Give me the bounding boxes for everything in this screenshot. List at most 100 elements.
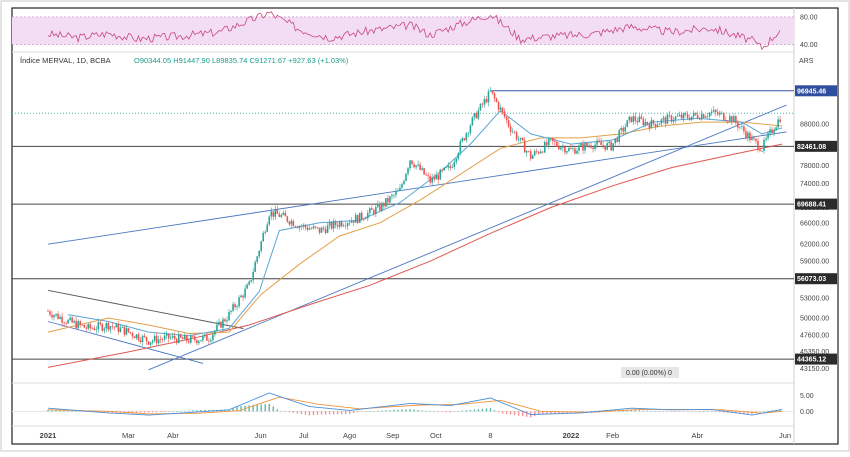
macd-histogram-bar bbox=[686, 411, 689, 412]
candle-body bbox=[676, 116, 679, 117]
candle-body bbox=[628, 116, 631, 121]
candle-body bbox=[330, 222, 333, 229]
macd-histogram-bar bbox=[509, 411, 512, 415]
candle-body bbox=[765, 138, 767, 140]
macd-histogram-bar bbox=[75, 411, 77, 412]
candle-body bbox=[254, 262, 256, 272]
candle-body bbox=[232, 304, 234, 311]
candle-body bbox=[371, 208, 373, 210]
macd-histogram-bar bbox=[353, 411, 355, 414]
candle-body bbox=[469, 125, 472, 133]
macd-histogram-bar bbox=[196, 410, 198, 412]
macd-histogram-bar bbox=[373, 411, 375, 412]
macd-histogram-bar bbox=[103, 411, 106, 413]
price-tick-label: 50000.00 bbox=[800, 316, 829, 323]
candle-body bbox=[461, 138, 464, 142]
macd-histogram-bar bbox=[188, 410, 190, 412]
macd-histogram-bar bbox=[405, 409, 407, 412]
candle-body bbox=[433, 177, 435, 180]
candle-body bbox=[244, 288, 246, 298]
candle-body bbox=[312, 226, 315, 229]
candle-body bbox=[362, 219, 365, 220]
candle-body bbox=[165, 333, 168, 336]
candle-body bbox=[290, 220, 293, 225]
candle-body bbox=[395, 191, 397, 195]
time-tick-label: 2022 bbox=[563, 431, 580, 440]
candle-body bbox=[622, 128, 625, 132]
candle-body bbox=[332, 221, 335, 229]
candle-body bbox=[749, 132, 751, 141]
macd-histogram-bar bbox=[252, 405, 254, 412]
candles-group bbox=[47, 86, 781, 348]
candle-body bbox=[258, 250, 260, 257]
candle-body bbox=[560, 147, 562, 150]
candle-body bbox=[192, 335, 194, 337]
candle-body bbox=[397, 190, 399, 192]
macd-histogram-bar bbox=[147, 411, 150, 413]
candle-body bbox=[718, 112, 721, 115]
macd-histogram-bar bbox=[658, 411, 661, 412]
macd-histogram-bar bbox=[719, 411, 721, 413]
candle-body bbox=[604, 145, 606, 150]
candle-body bbox=[431, 177, 433, 183]
candle-body bbox=[672, 120, 675, 122]
candle-body bbox=[614, 138, 616, 144]
candle-body bbox=[292, 220, 295, 227]
candle-body bbox=[485, 99, 488, 103]
candle-body bbox=[214, 330, 216, 335]
candle-body bbox=[216, 324, 218, 331]
macd-histogram-bar bbox=[204, 409, 206, 412]
currency-label: ARS bbox=[799, 58, 814, 65]
candle-body bbox=[779, 119, 781, 123]
macd-histogram-bar bbox=[707, 411, 709, 412]
macd-histogram-bar bbox=[260, 404, 262, 412]
macd-histogram-bar bbox=[711, 411, 713, 412]
candle-body bbox=[471, 117, 474, 126]
macd-histogram-bar bbox=[143, 411, 146, 413]
candle-body bbox=[282, 212, 285, 215]
price-tick-label: 45350.00 bbox=[800, 349, 829, 356]
time-tick-label: Jun bbox=[779, 431, 791, 440]
candle-body bbox=[624, 127, 627, 132]
candle-body bbox=[519, 137, 522, 140]
macd-histogram-bar bbox=[320, 411, 323, 415]
macd-histogram-bar bbox=[747, 411, 749, 414]
candle-body bbox=[240, 295, 242, 298]
candle-body bbox=[89, 324, 92, 329]
candle-body bbox=[125, 328, 128, 335]
macd-histogram-bar bbox=[268, 403, 270, 412]
candle-body bbox=[546, 141, 548, 146]
candle-body bbox=[539, 151, 542, 154]
candle-body bbox=[733, 116, 735, 122]
candle-body bbox=[427, 175, 429, 177]
candle-body bbox=[65, 323, 67, 324]
candle-body bbox=[517, 139, 520, 141]
macd-histogram-bar bbox=[401, 409, 403, 412]
candle-body bbox=[714, 109, 717, 113]
candle-body bbox=[47, 311, 49, 312]
candle-body bbox=[652, 120, 655, 124]
candle-body bbox=[342, 225, 345, 227]
candle-body bbox=[525, 151, 528, 153]
candle-body bbox=[694, 112, 697, 115]
candle-body bbox=[350, 220, 353, 223]
candle-body bbox=[423, 168, 425, 175]
macd-histogram-bar bbox=[562, 411, 564, 414]
macd-histogram-bar bbox=[357, 411, 359, 413]
macd-histogram-bar bbox=[328, 411, 331, 415]
candle-body bbox=[702, 114, 705, 118]
candle-body bbox=[266, 224, 269, 232]
candle-body bbox=[537, 151, 540, 154]
candle-body bbox=[354, 215, 357, 223]
macd-histogram-bar bbox=[650, 410, 653, 412]
macd-histogram-bar bbox=[280, 410, 283, 412]
candle-body bbox=[194, 336, 196, 341]
macd-histogram-bar bbox=[272, 406, 274, 412]
candle-body bbox=[190, 335, 192, 343]
candle-body bbox=[147, 341, 150, 345]
candle-body bbox=[753, 137, 755, 139]
candle-body bbox=[385, 198, 387, 207]
candle-body bbox=[505, 116, 508, 120]
macd-histogram-bar bbox=[417, 410, 419, 412]
